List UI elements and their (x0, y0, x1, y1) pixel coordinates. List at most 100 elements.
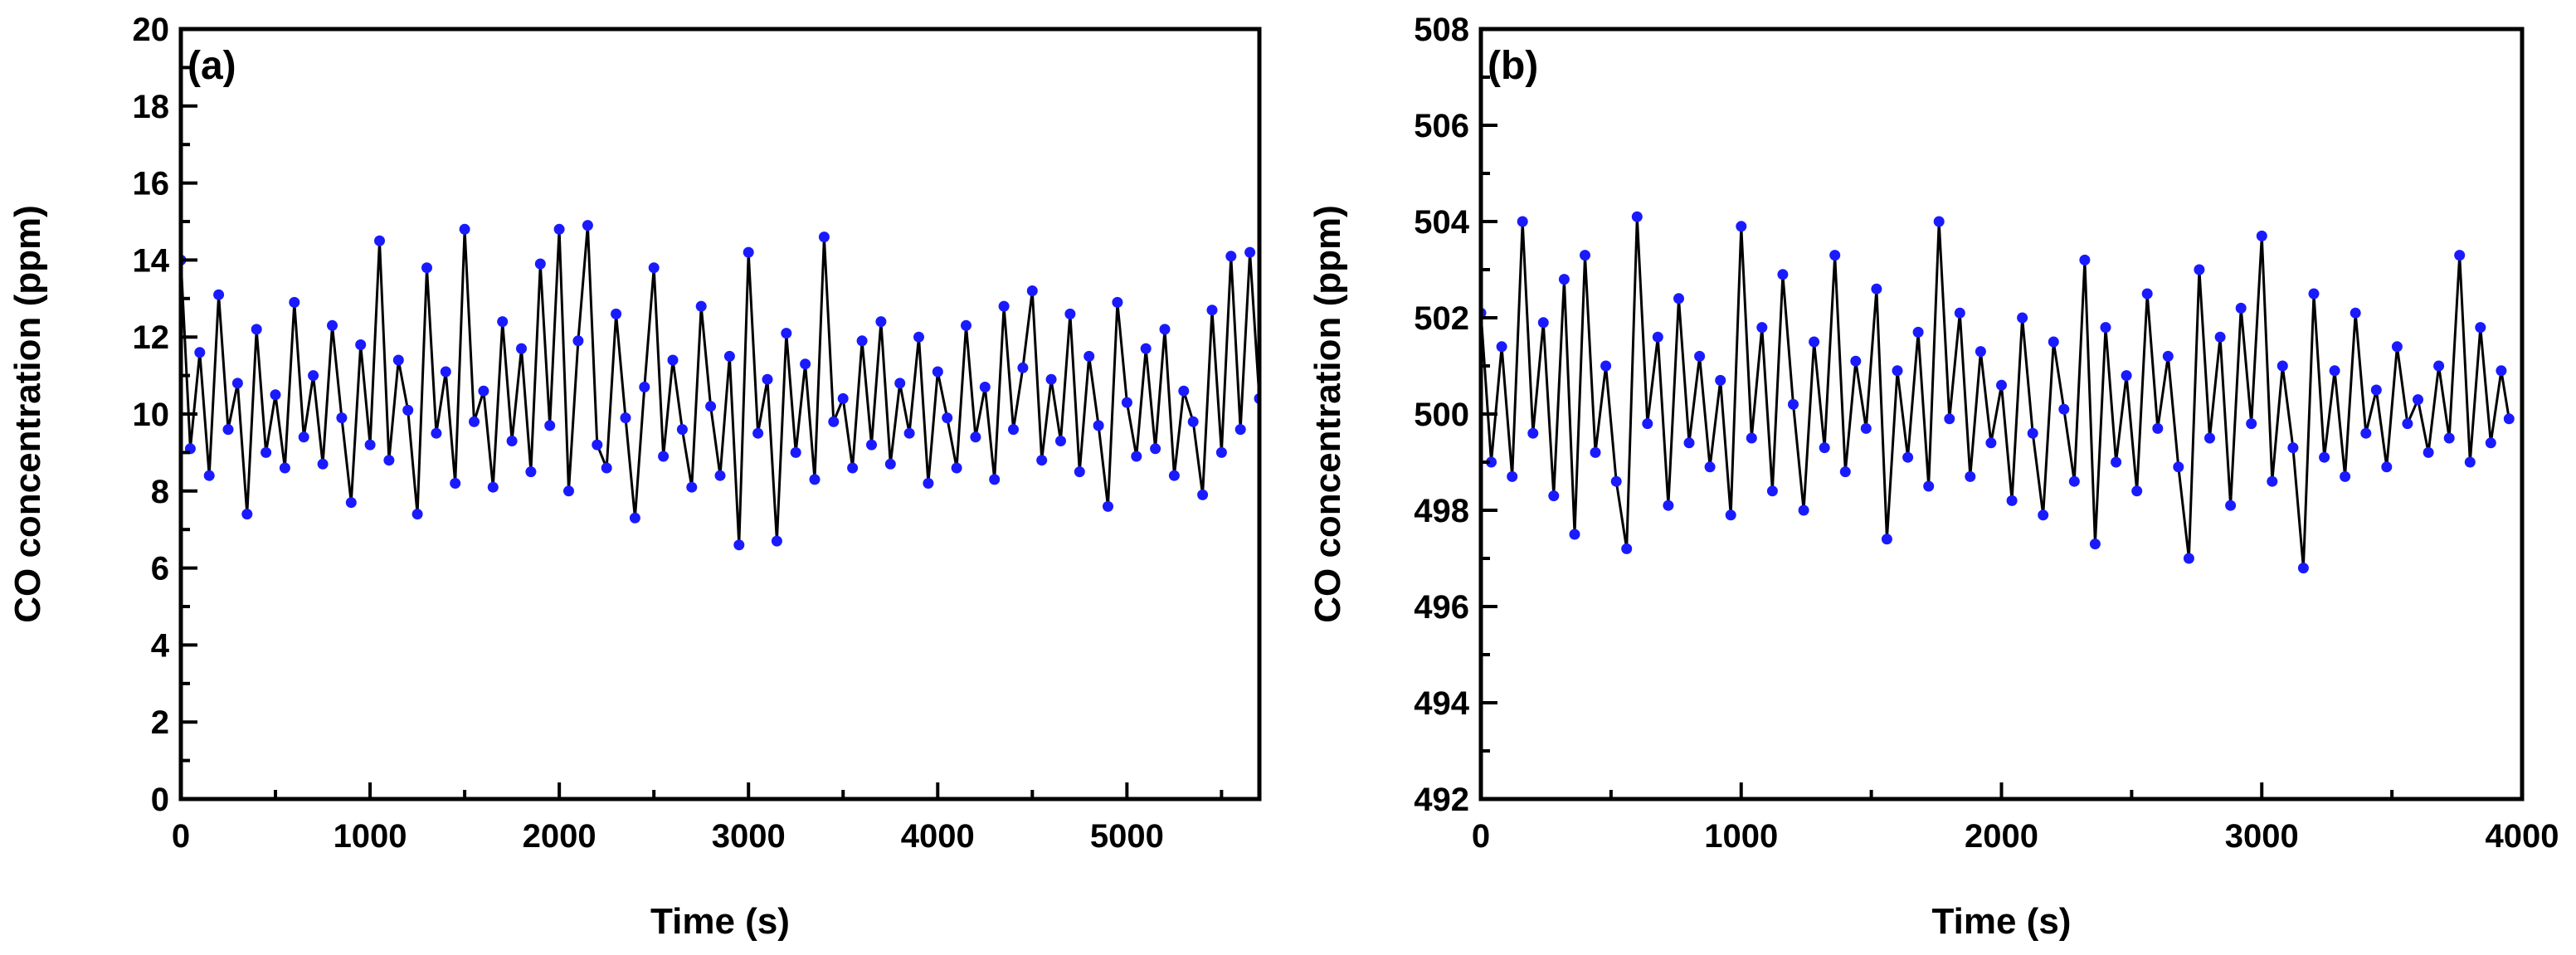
data-point (402, 404, 414, 416)
data-point (317, 458, 329, 470)
data-point (2256, 230, 2267, 241)
data-point (1215, 446, 1227, 458)
y-tick-label: 14 (133, 242, 170, 279)
data-point (1569, 529, 1580, 540)
y-tick-label: 504 (1414, 204, 1469, 241)
data-point (1225, 251, 1237, 262)
data-point (828, 416, 840, 427)
data-point (1798, 504, 1809, 516)
data-point (1809, 336, 1820, 348)
data-point (667, 354, 679, 366)
y-tick-label: 16 (133, 166, 170, 202)
data-point (1234, 424, 1246, 436)
data-point (440, 366, 451, 378)
panel-label: (a) (187, 44, 236, 88)
data-point (2485, 437, 2496, 449)
x-tick-label: 4000 (2486, 818, 2559, 855)
data-point (194, 347, 206, 358)
data-point (1652, 331, 1663, 343)
data-point (2413, 394, 2423, 406)
x-tick-label: 4000 (901, 818, 975, 855)
data-point (572, 335, 584, 347)
data-point (222, 424, 234, 436)
data-point (2079, 254, 2091, 266)
data-point (1923, 480, 1935, 492)
x-tick-label: 3000 (2225, 818, 2299, 855)
data-point (676, 424, 688, 436)
data-point (1704, 461, 1716, 473)
data-point (2131, 485, 2143, 497)
data-point (1140, 343, 1152, 354)
data-point (903, 427, 915, 439)
data-point (639, 382, 650, 392)
y-tick-label: 8 (151, 474, 169, 510)
data-point (1965, 470, 1976, 482)
data-layer (1481, 211, 2515, 574)
data-point (2068, 475, 2080, 487)
data-point (2329, 365, 2340, 377)
data-point (1159, 324, 1171, 335)
data-point (1902, 451, 1914, 463)
data-point (781, 328, 792, 339)
panel-label: (b) (1488, 44, 1538, 88)
data-point (2360, 427, 2372, 439)
data-point (1663, 499, 1674, 511)
data-point (336, 412, 348, 424)
data-point (601, 462, 612, 474)
x-axis-title: Time (s) (650, 901, 790, 942)
data-point (2475, 322, 2486, 334)
data-point (1673, 293, 1684, 305)
data-point (2381, 461, 2393, 473)
data-point (355, 339, 367, 350)
data-point (2058, 403, 2070, 415)
data-point (1860, 422, 1872, 434)
data-point (998, 300, 1010, 312)
data-point (364, 439, 376, 451)
data-point (1912, 326, 1924, 338)
data-point (241, 509, 253, 520)
data-point (525, 466, 537, 478)
data-point (771, 535, 782, 547)
data-point (2287, 442, 2299, 454)
x-tick-label: 1000 (1704, 818, 1778, 855)
y-tick-label: 506 (1414, 108, 1469, 144)
y-tick-label: 492 (1414, 782, 1469, 818)
data-point (2027, 427, 2038, 439)
y-tick-label: 4 (151, 627, 170, 664)
data-point (790, 446, 801, 458)
data-point (2038, 509, 2049, 521)
data-point (327, 319, 338, 331)
y-tick-label: 0 (151, 782, 169, 818)
data-point (553, 223, 565, 235)
data-point (1694, 350, 1706, 362)
x-tick-label: 0 (1472, 818, 1490, 855)
data-point (1093, 420, 1104, 431)
data-point (1548, 490, 1560, 502)
data-point (270, 389, 281, 401)
data-point (2454, 250, 2466, 261)
data-point (1036, 455, 1048, 466)
data-point (469, 416, 480, 427)
data-point (1715, 374, 1726, 386)
data-point (923, 478, 934, 489)
data-point (686, 481, 698, 493)
data-point (1486, 456, 1497, 468)
data-point (1206, 305, 1218, 316)
data-point (534, 258, 546, 270)
data-point (2100, 322, 2111, 334)
data-point (231, 378, 243, 389)
data-point (1996, 379, 2007, 391)
data-point (298, 431, 309, 443)
data-point (1788, 398, 1799, 410)
y-tick-label: 10 (133, 397, 170, 433)
data-point (1725, 509, 1736, 521)
data-point (2503, 413, 2515, 425)
data-point (1150, 443, 1161, 455)
data-point (2464, 456, 2476, 468)
data-point (1954, 307, 1965, 319)
data-point (2350, 307, 2361, 319)
x-tick-label: 1000 (334, 818, 407, 855)
data-point (308, 370, 319, 382)
data-point (2235, 302, 2247, 314)
